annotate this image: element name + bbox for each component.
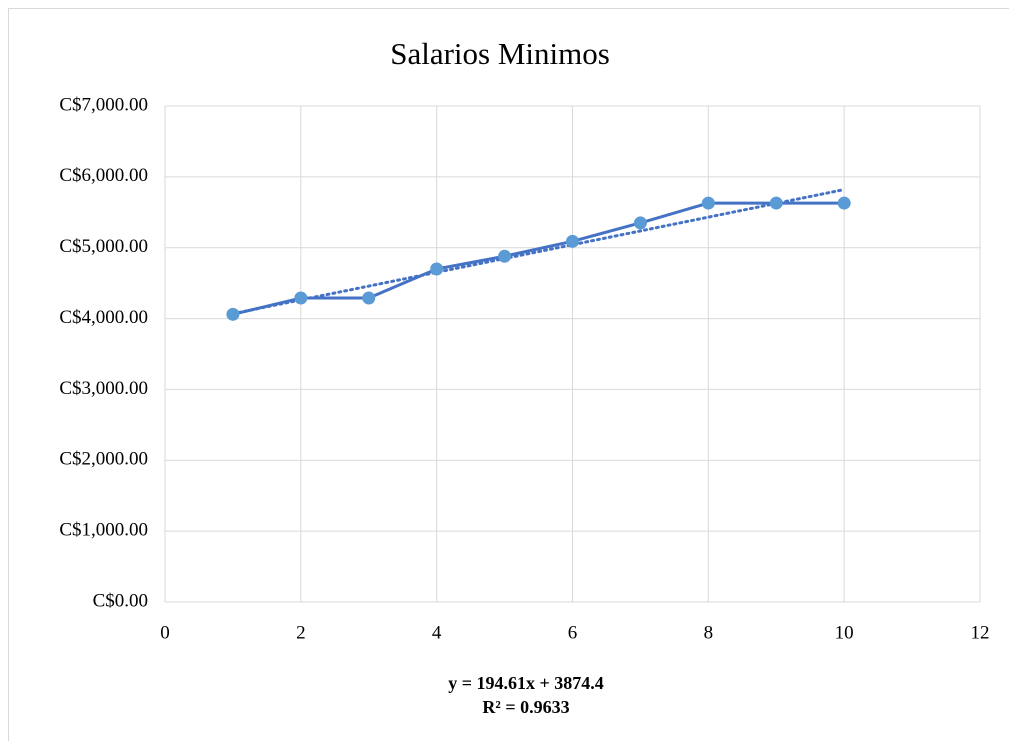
x-tick-label: 0 xyxy=(160,622,170,643)
y-tick-label: C$0.00 xyxy=(93,590,148,611)
data-point xyxy=(226,307,240,321)
x-tick-label: 10 xyxy=(835,622,854,643)
trendline xyxy=(231,188,846,316)
y-tick-label: C$5,000.00 xyxy=(59,236,148,257)
data-point xyxy=(633,216,647,230)
data-point xyxy=(294,291,308,305)
y-tick-label: C$1,000.00 xyxy=(59,520,148,541)
y-tick-label: C$4,000.00 xyxy=(59,307,148,328)
data-point xyxy=(837,196,851,210)
y-tick-label: C$6,000.00 xyxy=(59,165,148,186)
x-tick-label: 6 xyxy=(568,622,578,643)
y-tick-label: C$3,000.00 xyxy=(59,378,148,399)
x-tick-label: 4 xyxy=(432,622,442,643)
y-tick-label: C$7,000.00 xyxy=(59,94,148,115)
y-tick-label: C$2,000.00 xyxy=(59,449,148,470)
trendline-equation: y = 194.61x + 3874.4 xyxy=(448,673,604,693)
x-tick-label: 2 xyxy=(296,622,306,643)
series-line xyxy=(232,201,845,316)
data-point xyxy=(362,291,376,305)
data-point xyxy=(566,234,579,248)
data-point xyxy=(430,262,444,276)
x-tick-label: 8 xyxy=(704,622,714,643)
data-point xyxy=(769,196,783,210)
chart-title: Salarios Minimos xyxy=(390,36,610,71)
x-tick-label: 12 xyxy=(971,622,990,643)
chart-frame xyxy=(8,8,1009,741)
data-point xyxy=(701,196,715,210)
trendline-r-squared: R² = 0.9633 xyxy=(482,697,569,717)
data-point xyxy=(498,249,512,263)
